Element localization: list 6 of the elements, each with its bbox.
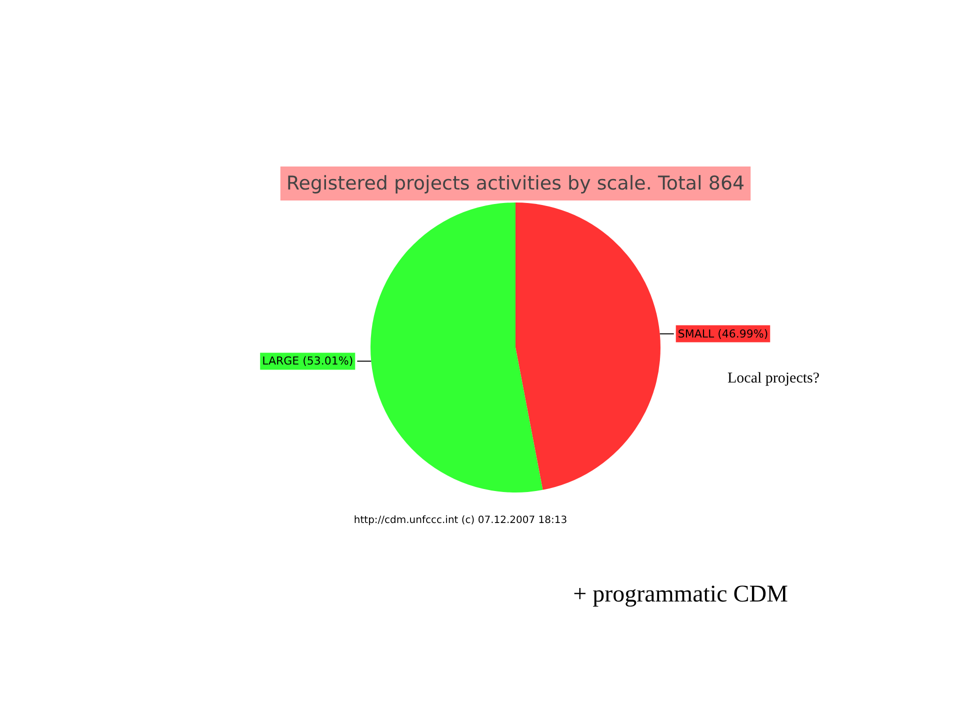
slice-label: SMALL (46.99%) [678, 327, 768, 340]
text: Local projects? [728, 370, 820, 386]
text: http://cdm.unfccc.int (c) 07.12.2007 18:13 [354, 515, 568, 526]
text: + programmatic CDM [573, 582, 788, 608]
chart-title: Registered projects activities by scale. Total 864 [286, 172, 745, 194]
slice-label: LARGE (53.01%) [262, 354, 354, 368]
